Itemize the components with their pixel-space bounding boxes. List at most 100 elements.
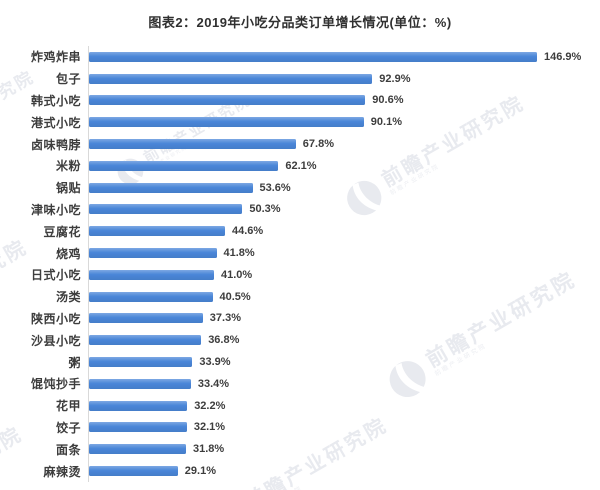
bar	[89, 422, 187, 433]
bar-row: 饺子 32.1%	[0, 416, 596, 439]
bar-row: 面条 31.8%	[0, 438, 596, 461]
bar-row: 韩式小吃 90.6%	[0, 89, 596, 112]
category-label: 日式小吃	[30, 268, 81, 283]
value-label: 33.9%	[199, 356, 231, 369]
category-label: 陕西小吃	[30, 311, 81, 326]
category-label: 韩式小吃	[30, 93, 81, 108]
value-label: 33.4%	[197, 377, 230, 390]
bar-track: 67.8%	[88, 133, 596, 155]
bar-row: 米粉 62.1%	[0, 154, 596, 177]
category-label: 饺子	[55, 420, 81, 435]
value-label: 90.6%	[372, 94, 404, 107]
category-label: 麻辣烫	[43, 464, 81, 479]
category-label: 沙县小吃	[30, 333, 81, 348]
bar	[89, 139, 296, 150]
bar	[89, 160, 279, 171]
bar-track: 31.8%	[88, 438, 596, 461]
bar-track: 90.6%	[88, 89, 596, 112]
bar-track: 53.6%	[88, 176, 596, 199]
value-label: 62.1%	[285, 159, 317, 172]
bar-row: 沙县小吃 36.8%	[0, 329, 596, 352]
bar	[89, 182, 253, 193]
bar-row: 花甲 32.2%	[0, 394, 596, 417]
category-label: 锅贴	[55, 181, 81, 196]
value-label: 32.1%	[193, 421, 226, 434]
bar-row: 粥 33.9%	[0, 351, 596, 373]
value-label: 40.5%	[219, 290, 251, 303]
bar-track: 41.0%	[88, 263, 596, 286]
value-label: 50.3%	[249, 203, 281, 216]
category-label: 包子	[55, 72, 81, 87]
bar	[89, 444, 186, 455]
value-label: 90.1%	[370, 116, 402, 129]
value-label: 146.9%	[544, 50, 582, 63]
category-label: 馄饨抄手	[30, 377, 81, 392]
bar	[89, 466, 178, 477]
bar-track: 50.3%	[88, 198, 596, 221]
category-label: 面条	[55, 442, 81, 457]
bar-track: 36.8%	[88, 329, 596, 352]
bar	[89, 269, 214, 280]
category-label: 豆腐花	[43, 224, 81, 239]
bar	[89, 357, 193, 368]
category-label: 卤味鸭脖	[30, 137, 81, 152]
bar-track: 32.1%	[88, 416, 596, 439]
bar	[89, 51, 537, 62]
bar-track: 33.9%	[88, 351, 596, 373]
bar-track: 92.9%	[88, 67, 596, 90]
value-label: 37.3%	[209, 312, 241, 325]
category-label: 花甲	[55, 399, 81, 414]
bar-row: 日式小吃 41.0%	[0, 263, 596, 286]
bar-row: 炸鸡炸串 146.9%	[0, 46, 596, 68]
bar-row: 港式小吃 90.1%	[0, 111, 596, 134]
bar	[89, 204, 243, 215]
value-label: 44.6%	[232, 225, 264, 238]
value-label: 41.8%	[223, 247, 255, 260]
bar	[89, 378, 191, 389]
bar-row: 烧鸡 41.8%	[0, 242, 596, 264]
category-label: 津味小吃	[30, 202, 81, 217]
bar-track: 32.2%	[88, 394, 596, 417]
bar-row: 豆腐花 44.6%	[0, 220, 596, 243]
value-label: 29.1%	[184, 465, 216, 478]
bar-track: 44.6%	[88, 220, 596, 243]
category-label: 炸鸡炸串	[30, 50, 81, 65]
bar-track: 90.1%	[88, 111, 596, 134]
bar-row: 陕西小吃 37.3%	[0, 307, 596, 330]
value-label: 67.8%	[302, 138, 334, 151]
bar	[89, 400, 188, 411]
value-label: 36.8%	[208, 334, 240, 347]
bar	[89, 291, 213, 302]
value-label: 53.6%	[259, 181, 291, 194]
bar	[89, 95, 366, 106]
value-label: 32.2%	[194, 399, 226, 412]
bar-row: 汤类 40.5%	[0, 285, 596, 308]
value-label: 41.0%	[221, 268, 253, 281]
bar-row: 锅贴 53.6%	[0, 176, 596, 199]
bar	[89, 117, 364, 128]
bar-track: 37.3%	[88, 307, 596, 330]
bar-track: 146.9%	[88, 46, 596, 68]
bar-chart: 炸鸡炸串 146.9% 包子 92.9% 韩式小吃 90.6% 港式小吃 90.1% 卤味鸭脖 6…	[0, 46, 596, 482]
bar	[89, 335, 202, 346]
bar-row: 麻辣烫 29.1%	[0, 460, 596, 482]
bar-track: 41.8%	[88, 242, 596, 264]
bar-track: 29.1%	[88, 460, 596, 482]
bar-row: 津味小吃 50.3%	[0, 198, 596, 221]
bar-track: 33.4%	[88, 372, 596, 395]
chart-title: 图表2：2019年小吃分品类订单增长情况(单位：%)	[148, 15, 452, 30]
category-label: 港式小吃	[30, 115, 81, 130]
category-label: 汤类	[55, 290, 81, 305]
bar	[89, 248, 217, 259]
category-label: 烧鸡	[55, 246, 81, 261]
bar	[89, 313, 203, 324]
category-label: 粥	[68, 355, 81, 370]
bar-row: 包子 92.9%	[0, 67, 596, 90]
value-label: 31.8%	[193, 443, 225, 456]
category-label: 米粉	[55, 159, 81, 174]
bar-track: 40.5%	[88, 285, 596, 308]
bar-row: 馄饨抄手 33.4%	[0, 372, 596, 395]
bar-track: 62.1%	[88, 154, 596, 177]
value-label: 92.9%	[379, 72, 411, 85]
